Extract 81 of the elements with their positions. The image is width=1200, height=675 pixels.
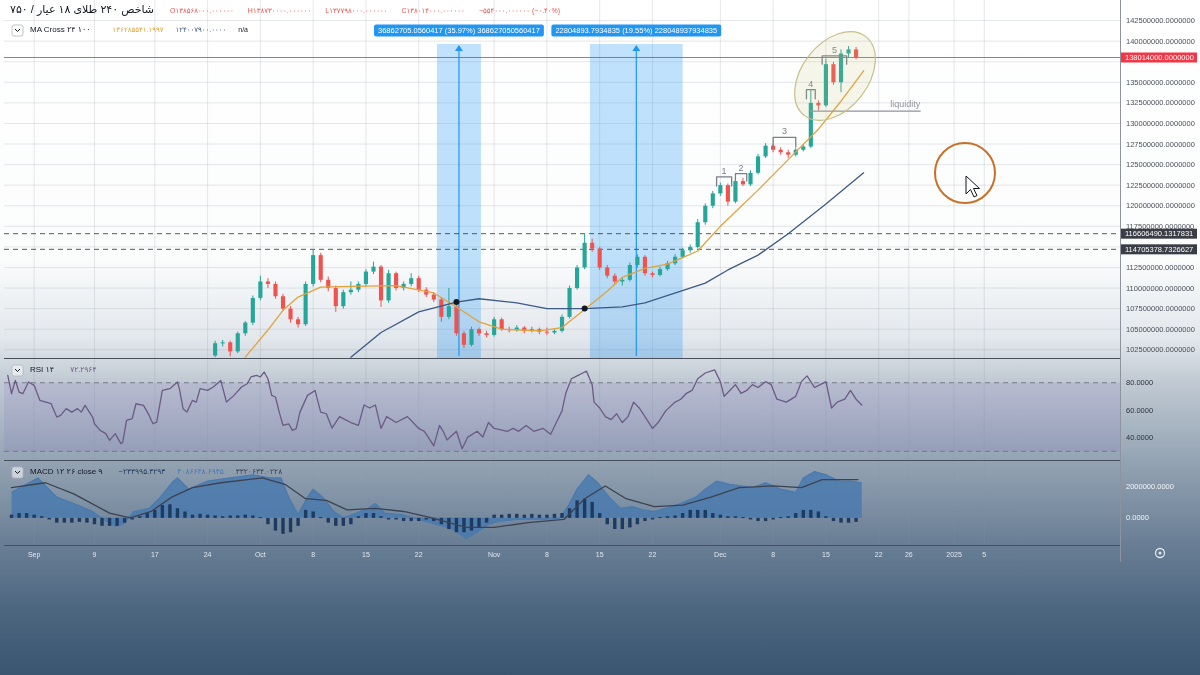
- text: MACD ۱۲ ۲۶ close ۹: [30, 467, 103, 476]
- candlestick: [333, 285, 338, 313]
- bar: [115, 517, 119, 526]
- bar: [183, 511, 187, 518]
- series-label: 1: [721, 165, 727, 176]
- bar: [266, 517, 270, 525]
- line-series: [7, 369, 863, 450]
- series-label: 2: [738, 162, 744, 173]
- candlestick: [597, 246, 602, 271]
- text: RSI ۱۴: [30, 365, 55, 374]
- candlestick: [703, 202, 708, 226]
- bar: [711, 513, 715, 518]
- bar: [85, 517, 89, 523]
- bar: [273, 517, 278, 531]
- line-series: [10, 477, 859, 529]
- bar: [756, 517, 760, 522]
- bar: [673, 515, 677, 518]
- bar: [484, 517, 489, 523]
- bar: [680, 513, 685, 518]
- bar: [492, 514, 496, 518]
- bar: [326, 517, 330, 523]
- bar: [281, 517, 285, 534]
- bar: [545, 514, 549, 518]
- bar: [688, 509, 692, 518]
- bar: [409, 517, 413, 522]
- bar: [24, 513, 29, 518]
- series-label: liquidity: [890, 99, 921, 110]
- candlestick: [469, 326, 474, 347]
- bar: [160, 505, 165, 518]
- candlestick: [725, 183, 730, 207]
- candlestick: [476, 327, 482, 337]
- bar: [839, 517, 843, 523]
- bar: [228, 515, 232, 518]
- line-series: [244, 70, 865, 358]
- bar: [846, 517, 851, 523]
- bar: [175, 508, 180, 518]
- bar: [17, 513, 21, 518]
- bar: [251, 515, 255, 518]
- chart-title: شاخص ۲۴۰ طلای ۱۸ عیار / ۷۵۰: [10, 3, 155, 16]
- bar: [153, 509, 157, 518]
- bar: [530, 513, 534, 518]
- bar: [198, 513, 202, 518]
- bar: [311, 511, 315, 518]
- bar: [100, 517, 104, 526]
- series-label: 4: [808, 78, 814, 89]
- bar: [371, 513, 376, 518]
- bar: [590, 501, 594, 518]
- bar: [364, 513, 368, 518]
- bar: [816, 511, 821, 518]
- bar: [809, 509, 813, 518]
- bar: [70, 517, 74, 523]
- candlestick: [446, 287, 451, 320]
- bar: [62, 517, 67, 523]
- bar: [598, 513, 602, 518]
- bar: [168, 504, 172, 518]
- candlestick: [235, 331, 240, 354]
- text: MA Cross ۲۴ ۱۰۰: [30, 25, 91, 34]
- candlestick: [544, 327, 549, 336]
- bar: [213, 515, 217, 518]
- candlestick: [755, 153, 761, 175]
- candlestick: [575, 264, 580, 291]
- bar: [296, 517, 300, 526]
- series-label: 3: [781, 126, 787, 137]
- bar: [477, 517, 481, 528]
- candlestick: [265, 277, 270, 289]
- candlestick: [296, 316, 301, 329]
- bar: [560, 513, 564, 518]
- bar: [349, 517, 353, 525]
- bar: [643, 517, 647, 522]
- candlestick: [831, 61, 836, 86]
- bar: [122, 517, 127, 523]
- bar: [794, 513, 798, 518]
- candlestick: [341, 289, 346, 310]
- line-series: [350, 172, 865, 358]
- bar: [236, 515, 240, 518]
- bar: [628, 517, 632, 528]
- candlestick: [258, 275, 263, 301]
- bar: [854, 517, 858, 522]
- bar: [32, 514, 36, 518]
- bar: [55, 517, 59, 523]
- series-label: 5: [831, 44, 837, 55]
